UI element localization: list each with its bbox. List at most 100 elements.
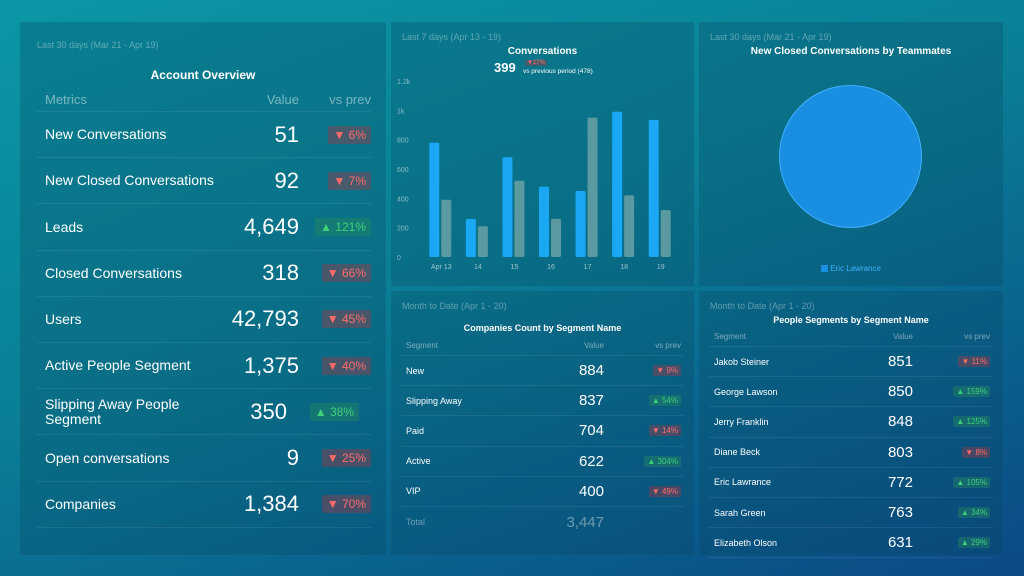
conversations-widget: Last 7 days (Apr 13 - 19) Conversations … (391, 22, 694, 286)
table-header: Metrics Value vs prev (37, 88, 371, 112)
change-badge: ▼ 25% (321, 448, 371, 467)
segment-name: VIP (406, 486, 421, 497)
widget-title: Conversations (507, 46, 578, 57)
table-row: Slipping Away 837 ▲ 54% (401, 386, 684, 417)
bar-previous (477, 226, 488, 257)
change-value: 38% (329, 404, 354, 419)
change-badge: ▲ 34% (957, 507, 990, 519)
col-vs-prev: vs prev (329, 92, 371, 107)
change-badge: ▲ 105% (953, 476, 990, 488)
change-value: 54% (661, 396, 678, 406)
change-value: 45% (341, 312, 366, 327)
segment-name: Diane Beck (714, 447, 761, 458)
y-tick-label: 1k (397, 108, 405, 115)
bar-current (502, 157, 513, 257)
segment-value: 803 (887, 443, 913, 461)
metric-value: 4,649 (243, 213, 299, 239)
x-tick-label: 16 (547, 264, 555, 271)
change-badge: ▼ 9% (653, 365, 681, 377)
segment-value: 704 (578, 422, 604, 440)
segment-value: 850 (887, 383, 913, 401)
date-range-selector[interactable]: Last 30 days (Mar 21 - Apr 19) (37, 40, 159, 50)
table-row: Slipping Away People Segment 350 ▲ 38% (37, 389, 371, 436)
account-overview-widget: Last 30 days (Mar 21 - Apr 19) Account O… (20, 22, 386, 555)
metric-name: Slipping Away People Segment (45, 396, 180, 427)
table-row: Jakob Steiner 851 ▼ 11% (709, 347, 993, 378)
pie-slice-eric-lawrance[interactable] (779, 85, 922, 228)
change-value: 29% (970, 538, 987, 548)
metric-name: Open conversations (45, 449, 170, 466)
change-badge: ▲ 54% (648, 395, 681, 407)
segment-value: 772 (887, 473, 913, 491)
change-badge: ▲ 29% (957, 537, 990, 549)
change-badge: ▼ 7% (328, 171, 371, 190)
segment-value: 763 (887, 504, 913, 522)
col-metrics: Metrics (45, 92, 87, 107)
total-label: Total (406, 517, 426, 528)
legend-item[interactable]: Eric Lawrance (699, 264, 1003, 273)
metrics-table: Metrics Value vs prev New Conversations 5… (37, 88, 371, 528)
bar-current (612, 111, 623, 257)
metric-value: 1,384 (243, 491, 299, 517)
metric-value: 350 (250, 398, 287, 424)
companies-widget: Month to Date (Apr 1 - 20) Companies Cou… (391, 291, 694, 555)
date-range-selector[interactable]: Month to Date (Apr 1 - 20) (710, 301, 815, 311)
segment-name: Elizabeth Olson (714, 537, 778, 548)
table-row: Closed Conversations 318 ▼ 66% (37, 251, 371, 297)
y-tick-label: 400 (397, 196, 409, 203)
table-row: New Closed Conversations 92 ▼ 7% (37, 158, 371, 205)
change-badge: ▼ 14% (648, 425, 681, 437)
table-header: Segment Value vs prev (709, 327, 993, 347)
bar-current (465, 218, 476, 257)
col-value: Value (266, 92, 299, 107)
col-segment: Segment (406, 341, 439, 350)
widget-title: People Segments by Segment Name (773, 315, 929, 325)
x-tick-label: 14 (474, 264, 482, 271)
table-row: Open conversations 9 ▼ 25% (37, 435, 371, 482)
table-row: New Conversations 51 ▼ 6% (37, 112, 371, 159)
change-badge: ▼ 45% (321, 310, 371, 329)
segment-name: Jerry Franklin (714, 416, 769, 427)
y-tick-label: 1.2k (397, 79, 411, 86)
people-segments-widget: Month to Date (Apr 1 - 20) People Segmen… (699, 291, 1003, 559)
bar-previous (441, 199, 452, 257)
y-tick-label: 800 (397, 138, 409, 145)
total-value: 399 (494, 60, 516, 75)
change-value: 11% (971, 357, 987, 367)
table-row: Jerry Franklin 848 ▲ 125% (709, 407, 993, 438)
segment-name: Sarah Green (714, 507, 766, 518)
segment-value: 631 (887, 534, 913, 552)
x-tick-label: 17 (584, 264, 592, 271)
change-badge: ▼ 6% (328, 125, 371, 144)
metric-name: Companies (45, 495, 116, 512)
companies-table: Segment Value vs prev New 884 ▼ 9% Slipping… (401, 336, 684, 537)
table-row: Diane Beck 803 ▼ 8% (709, 438, 993, 468)
segment-value: 837 (578, 392, 604, 410)
col-vs-prev: vs prev (964, 332, 990, 341)
metric-value: 9 (286, 444, 299, 470)
metric-value: 42,793 (231, 306, 299, 332)
date-range-selector[interactable]: Last 7 days (Apr 13 - 19) (402, 32, 502, 42)
date-range-selector[interactable]: Last 30 days (Mar 21 - Apr 19) (710, 32, 832, 42)
change-badge: ▲ 38% (309, 402, 359, 421)
x-tick-label: 18 (620, 264, 628, 271)
bar-current (648, 119, 659, 257)
metric-value: 318 (262, 260, 299, 286)
change-value: 105% (966, 477, 987, 487)
bar-current (429, 142, 440, 257)
bar-current (575, 191, 586, 257)
change-badge: ▲ 125% (953, 416, 990, 428)
change-badge: ▼ 8% (962, 446, 990, 458)
metric-name: Active People Segment (45, 357, 191, 374)
change-badge: ▼ 70% (321, 495, 371, 514)
date-range-selector[interactable]: Month to Date (Apr 1 - 20) (402, 301, 507, 311)
segment-name: Slipping Away (406, 395, 462, 406)
table-row: Paid 704 ▼ 14% (401, 416, 684, 447)
change-badge: ▼ 66% (321, 264, 371, 283)
change-value: 8% (975, 447, 987, 457)
change-badge: ▲ 304% (644, 455, 681, 467)
x-tick-label: Apr 13 (431, 264, 452, 271)
bar-previous (624, 195, 635, 257)
change-badge: ▼17% (525, 60, 547, 66)
conversations-bar-chart: 0 200 400 600 800 1k 1.2k Apr 13 14 15 16 17 18 19 (397, 79, 671, 271)
